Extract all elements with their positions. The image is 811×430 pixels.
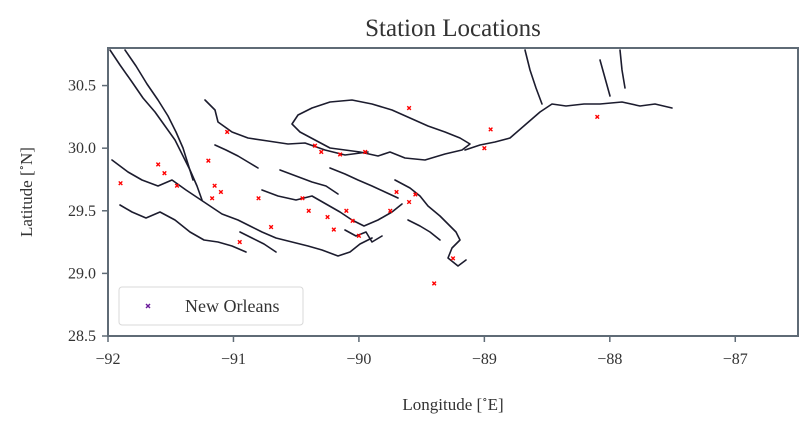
chart-title: Station Locations <box>365 15 541 42</box>
y-axis-label: Latitude [∘N] <box>16 147 36 237</box>
station-point <box>431 281 437 286</box>
legend-marker-x <box>145 303 151 309</box>
station-point <box>594 114 600 120</box>
x-tick-label: −87 <box>723 351 748 368</box>
station-point <box>206 158 211 163</box>
station-point <box>162 170 167 176</box>
station-point <box>331 227 337 232</box>
station-point <box>350 218 355 224</box>
legend-box <box>118 286 304 326</box>
station-point <box>356 233 362 239</box>
station-point <box>256 195 261 201</box>
x-tick-label: −90 <box>346 351 371 368</box>
x-axis: −92 −91 −90 −89 −88 −87 <box>95 336 748 368</box>
station-point <box>218 189 224 195</box>
legend: New Orleans <box>118 286 304 326</box>
coastline-map <box>109 49 673 267</box>
station-point <box>482 145 487 151</box>
y-tick-label: 29.0 <box>68 265 96 282</box>
station-point <box>337 152 343 157</box>
station-point <box>224 129 230 135</box>
x-tick-label: −92 <box>95 351 120 368</box>
station-point <box>212 183 217 189</box>
plot-area <box>107 47 799 337</box>
legend-marker <box>145 303 151 309</box>
scatter-points <box>118 105 600 286</box>
station-point <box>174 183 180 189</box>
legend-label: New Orleans <box>185 296 279 316</box>
station-point <box>318 149 324 155</box>
y-tick-label: 30.0 <box>68 140 96 157</box>
station-point <box>300 195 305 201</box>
station-point <box>450 256 456 261</box>
station-point <box>387 208 393 214</box>
x-tick-label: −89 <box>472 351 497 368</box>
station-point <box>306 208 312 214</box>
station-point <box>394 189 399 195</box>
station-point <box>344 208 349 214</box>
station-point <box>488 127 493 132</box>
station-point <box>209 195 215 201</box>
x-axis-label: Longitude [∘E] <box>402 394 503 414</box>
station-point <box>312 143 318 148</box>
station-point <box>118 180 123 186</box>
station-point <box>237 239 243 245</box>
station-point <box>413 192 418 197</box>
station-point <box>325 214 330 220</box>
y-tick-label: 29.5 <box>68 203 96 220</box>
y-tick-label: 28.5 <box>68 328 96 345</box>
x-tick-label: −88 <box>597 351 622 368</box>
station-point <box>406 105 412 111</box>
station-point <box>268 224 274 230</box>
station-point <box>406 199 412 205</box>
station-point <box>362 149 368 155</box>
station-point <box>155 162 161 167</box>
y-tick-label: 30.5 <box>68 78 96 95</box>
x-tick-label: −91 <box>221 351 246 368</box>
y-axis: 28.5 29.0 29.5 30.0 30.5 <box>68 78 108 345</box>
